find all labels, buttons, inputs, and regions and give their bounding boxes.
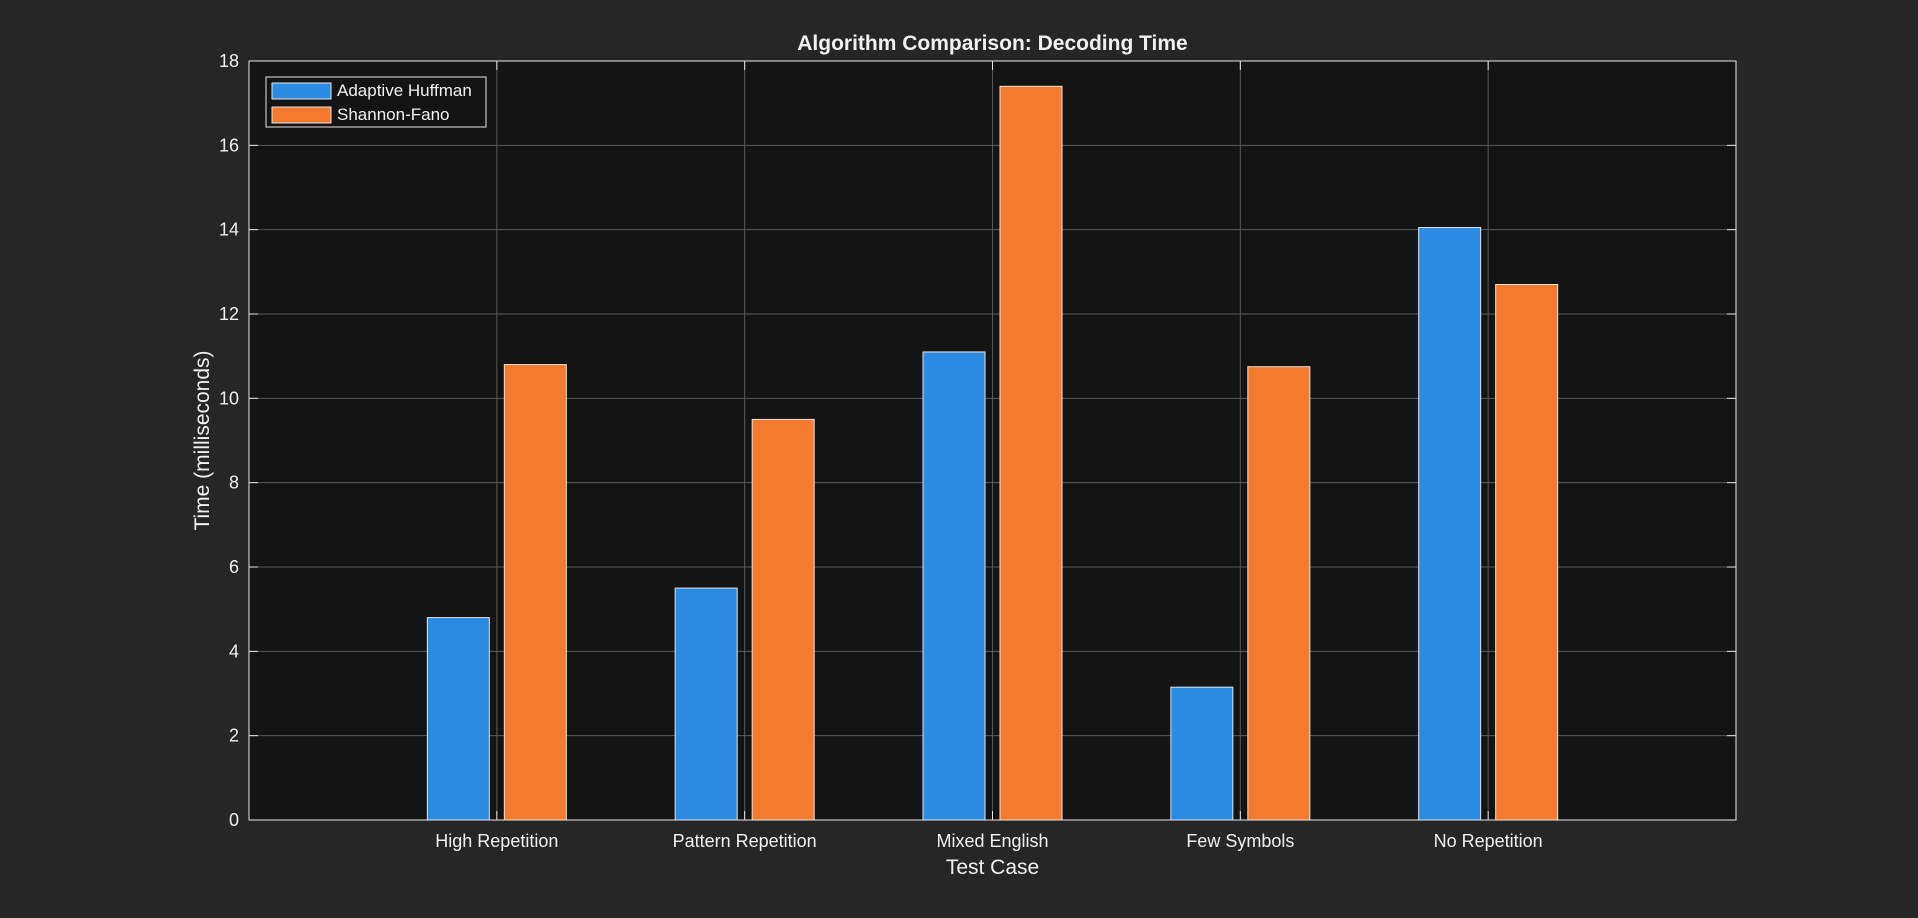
axis-ticks [249, 60, 1736, 821]
legend-label-shannon-fano: Shannon-Fano [337, 105, 449, 124]
x-tick-label: Few Symbols [1186, 831, 1294, 851]
bars [426, 85, 1559, 821]
legend-swatch-adaptive-huffman [271, 82, 332, 100]
x-tick-labels: High Repetition Pattern Repetition Mixed E… [435, 831, 1542, 851]
bar-adaptive-huffman-mixed-english [922, 351, 986, 821]
bar-shannon-fano-high-repetition [503, 364, 567, 821]
bar-shannon-fano-few-symbols [1247, 366, 1311, 821]
y-tick-labels: 0 2 4 6 8 10 12 14 16 18 [219, 51, 239, 830]
x-tick-label: Mixed English [936, 831, 1048, 851]
y-axis-title: Time (milliseconds) [191, 350, 214, 530]
legend-label-adaptive-huffman: Adaptive Huffman [337, 81, 472, 100]
x-tick-label: No Repetition [1434, 831, 1543, 851]
legend-swatch-shannon-fano [271, 106, 332, 124]
chart-title: Algorithm Comparison: Decoding Time [797, 32, 1187, 55]
bar-adaptive-huffman-pattern-repetition [674, 587, 738, 821]
bar-shannon-fano-mixed-english [999, 85, 1063, 821]
x-tick-label: Pattern Repetition [673, 831, 817, 851]
bar-shannon-fano-pattern-repetition [751, 418, 815, 821]
y-tick-label: 4 [229, 641, 239, 661]
y-tick-label: 2 [229, 726, 239, 746]
y-tick-label: 16 [219, 135, 239, 155]
y-tick-label: 6 [229, 557, 239, 577]
x-tick-label: High Repetition [435, 831, 558, 851]
legend: Adaptive Huffman Shannon-Fano [265, 76, 487, 128]
bar-shannon-fano-no-repetition [1495, 283, 1559, 821]
y-tick-label: 12 [219, 304, 239, 324]
bar-adaptive-huffman-no-repetition [1418, 227, 1482, 821]
x-axis-title: Test Case [946, 856, 1039, 879]
y-tick-label: 8 [229, 473, 239, 493]
y-tick-label: 14 [219, 220, 239, 240]
y-tick-label: 10 [219, 388, 239, 408]
bar-adaptive-huffman-high-repetition [426, 617, 490, 821]
y-tick-label: 18 [219, 51, 239, 71]
grid-lines [249, 60, 1736, 821]
y-tick-label: 0 [229, 810, 239, 830]
bar-adaptive-huffman-few-symbols [1170, 686, 1234, 821]
